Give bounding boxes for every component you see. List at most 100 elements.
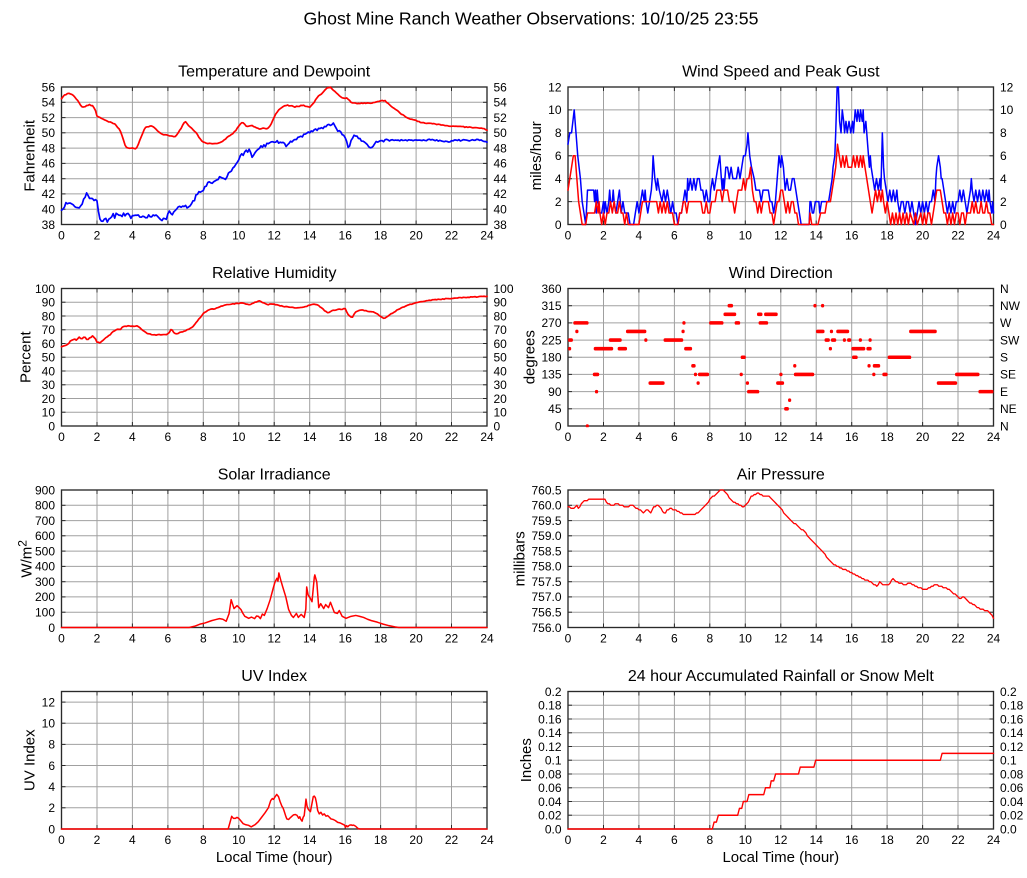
svg-text:38: 38 (494, 218, 508, 232)
svg-text:W/m2: W/m2 (16, 540, 36, 578)
svg-text:6: 6 (671, 632, 678, 646)
svg-text:6: 6 (1000, 149, 1007, 163)
svg-text:44: 44 (42, 172, 56, 186)
svg-text:8: 8 (706, 632, 713, 646)
svg-text:54: 54 (42, 96, 56, 110)
svg-text:0: 0 (58, 430, 65, 444)
svg-text:10: 10 (494, 406, 508, 420)
svg-text:500: 500 (35, 544, 55, 558)
svg-text:6: 6 (555, 149, 562, 163)
svg-text:4: 4 (129, 632, 136, 646)
svg-text:UV Index: UV Index (22, 729, 39, 791)
svg-text:8: 8 (706, 833, 713, 847)
svg-text:2: 2 (48, 801, 55, 815)
svg-text:E: E (1000, 385, 1008, 399)
svg-text:24: 24 (480, 833, 494, 847)
svg-text:100: 100 (35, 606, 55, 620)
svg-text:Solar Irradiance: Solar Irradiance (218, 467, 331, 484)
svg-text:24: 24 (987, 430, 1001, 444)
svg-text:20: 20 (409, 430, 423, 444)
svg-text:8: 8 (1000, 126, 1007, 140)
svg-text:6: 6 (165, 833, 172, 847)
svg-text:16: 16 (339, 833, 353, 847)
svg-text:6: 6 (48, 759, 55, 773)
svg-text:10: 10 (42, 717, 56, 731)
svg-text:0.16: 0.16 (1000, 712, 1024, 726)
svg-text:0.18: 0.18 (538, 699, 562, 713)
svg-text:50: 50 (494, 126, 508, 140)
svg-text:N: N (1000, 419, 1009, 433)
svg-text:0.14: 0.14 (538, 726, 562, 740)
svg-text:0.02: 0.02 (538, 809, 562, 823)
svg-text:54: 54 (494, 96, 508, 110)
svg-text:14: 14 (810, 632, 824, 646)
svg-text:22: 22 (445, 430, 459, 444)
svg-text:2: 2 (1000, 195, 1007, 209)
svg-text:18: 18 (880, 229, 894, 243)
svg-text:20: 20 (494, 392, 508, 406)
svg-text:90: 90 (494, 296, 508, 310)
svg-text:12: 12 (548, 80, 562, 94)
svg-text:miles/hour: miles/hour (528, 121, 545, 190)
svg-text:46: 46 (42, 157, 56, 171)
svg-text:22: 22 (951, 833, 965, 847)
svg-text:758.0: 758.0 (531, 560, 561, 574)
svg-text:760.0: 760.0 (531, 499, 561, 513)
svg-text:48: 48 (42, 141, 56, 155)
svg-text:60: 60 (42, 337, 56, 351)
svg-text:18: 18 (374, 229, 388, 243)
svg-text:6: 6 (671, 833, 678, 847)
svg-text:52: 52 (494, 111, 508, 125)
svg-text:Local Time (hour): Local Time (hour) (216, 849, 333, 866)
svg-text:0: 0 (565, 229, 572, 243)
svg-text:8: 8 (706, 430, 713, 444)
svg-text:16: 16 (339, 229, 353, 243)
svg-text:20: 20 (916, 430, 930, 444)
svg-text:16: 16 (845, 632, 859, 646)
svg-text:16: 16 (845, 833, 859, 847)
svg-text:16: 16 (339, 430, 353, 444)
svg-text:20: 20 (916, 229, 930, 243)
svg-text:0: 0 (555, 419, 562, 433)
svg-text:2: 2 (94, 229, 101, 243)
svg-text:14: 14 (810, 833, 824, 847)
svg-text:50: 50 (494, 351, 508, 365)
svg-text:700: 700 (35, 514, 55, 528)
svg-text:W: W (1000, 316, 1012, 330)
svg-text:225: 225 (541, 333, 561, 347)
svg-text:315: 315 (541, 299, 561, 313)
svg-text:0.04: 0.04 (538, 795, 562, 809)
svg-text:0.2: 0.2 (1000, 685, 1017, 699)
svg-text:40: 40 (494, 203, 508, 217)
svg-text:0.12: 0.12 (538, 740, 562, 754)
svg-text:N: N (1000, 282, 1009, 296)
svg-text:2: 2 (600, 430, 607, 444)
svg-text:6: 6 (671, 229, 678, 243)
svg-text:Inches: Inches (518, 738, 535, 782)
svg-text:millibars: millibars (512, 531, 529, 586)
svg-text:14: 14 (303, 632, 317, 646)
svg-text:0.18: 0.18 (1000, 699, 1024, 713)
svg-text:0: 0 (494, 419, 501, 433)
svg-text:18: 18 (374, 632, 388, 646)
svg-text:40: 40 (494, 364, 508, 378)
svg-text:20: 20 (916, 833, 930, 847)
svg-text:Temperature and Dewpoint: Temperature and Dewpoint (178, 64, 371, 81)
svg-text:0: 0 (58, 833, 65, 847)
svg-text:0.12: 0.12 (1000, 740, 1024, 754)
svg-text:12: 12 (774, 833, 788, 847)
svg-text:10: 10 (42, 406, 56, 420)
svg-text:UV Index: UV Index (241, 668, 307, 685)
svg-text:100: 100 (35, 282, 55, 296)
svg-text:757.0: 757.0 (531, 590, 561, 604)
svg-text:0.1: 0.1 (545, 754, 562, 768)
svg-text:4: 4 (555, 172, 562, 186)
svg-text:360: 360 (541, 282, 561, 296)
svg-text:0: 0 (565, 632, 572, 646)
svg-text:2: 2 (600, 833, 607, 847)
svg-text:0.2: 0.2 (545, 685, 562, 699)
svg-text:0.08: 0.08 (1000, 767, 1024, 781)
svg-text:4: 4 (129, 833, 136, 847)
svg-text:800: 800 (35, 499, 55, 513)
svg-text:24: 24 (987, 632, 1001, 646)
